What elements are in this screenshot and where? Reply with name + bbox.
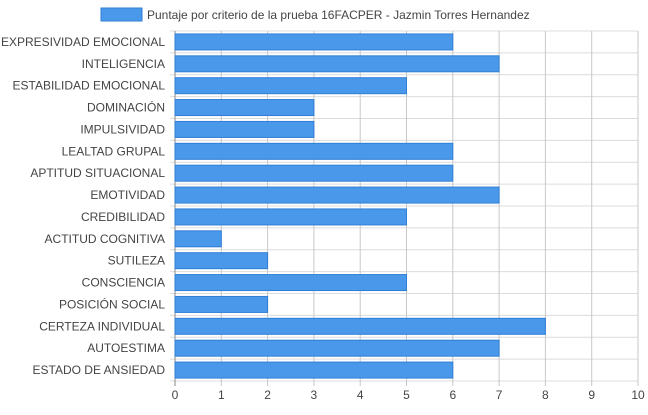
- legend-label: Puntaje por criterio de la prueba 16FACP…: [147, 8, 530, 22]
- category-label: DOMINACIÓN: [87, 100, 165, 115]
- bar[interactable]: [174, 252, 269, 270]
- x-tick-label: 1: [218, 388, 225, 402]
- category-label: POSICIÓN SOCIAL: [59, 296, 165, 311]
- category-label: ESTABILIDAD EMOCIONAL: [13, 79, 166, 93]
- bar[interactable]: [174, 164, 454, 182]
- bar[interactable]: [174, 274, 407, 292]
- bar[interactable]: [174, 55, 500, 73]
- x-tick-label: 0: [172, 388, 179, 402]
- x-tick-label: 5: [403, 388, 410, 402]
- category-label: APTITUD SITUACIONAL: [30, 166, 165, 180]
- bar[interactable]: [174, 99, 315, 117]
- bar[interactable]: [174, 33, 454, 51]
- category-labels: EXPRESIVIDAD EMOCIONAL INTELIGENCIA ESTABI…: [1, 35, 165, 377]
- x-tick-label: 7: [496, 388, 503, 402]
- category-label: CREDIBILIDAD: [81, 210, 165, 224]
- x-tick-label: 3: [311, 388, 318, 402]
- bar[interactable]: [174, 317, 546, 335]
- bar[interactable]: [174, 77, 407, 95]
- x-tick-label: 9: [588, 388, 595, 402]
- bar[interactable]: [174, 186, 500, 204]
- legend[interactable]: Puntaje por criterio de la prueba 16FACP…: [100, 7, 530, 22]
- bar[interactable]: [174, 230, 222, 248]
- category-label: SUTILEZA: [108, 254, 165, 268]
- category-label: AUTOESTIMA: [87, 341, 165, 355]
- x-tick-labels: 0 1 2 3 4 5 6 7 8 9 10: [172, 388, 645, 402]
- category-label: ESTADO DE ANSIEDAD: [33, 363, 166, 377]
- category-label: EMOTIVIDAD: [90, 188, 165, 202]
- category-label: CERTEZA INDIVIDUAL: [39, 319, 165, 333]
- x-tick-label: 4: [357, 388, 364, 402]
- category-label: EXPRESIVIDAD EMOCIONAL: [1, 35, 165, 49]
- bar[interactable]: [174, 142, 454, 160]
- category-label: INTELIGENCIA: [82, 57, 165, 71]
- bar[interactable]: [174, 120, 315, 138]
- bar[interactable]: [174, 208, 407, 226]
- bar-layer: [174, 33, 546, 379]
- x-tick-label: 6: [449, 388, 456, 402]
- legend-swatch: [100, 7, 143, 22]
- x-tick-label: 10: [631, 388, 645, 402]
- category-label: CONSCIENCIA: [82, 276, 165, 290]
- bar[interactable]: [174, 339, 500, 357]
- x-tick-label: 8: [542, 388, 549, 402]
- category-label: IMPULSIVIDAD: [80, 122, 165, 136]
- category-label: LEALTAD GRUPAL: [62, 144, 166, 158]
- category-label: ACTITUD COGNITIVA: [45, 232, 165, 246]
- bar[interactable]: [174, 361, 454, 379]
- x-tick-label: 2: [264, 388, 271, 402]
- bar[interactable]: [174, 295, 269, 313]
